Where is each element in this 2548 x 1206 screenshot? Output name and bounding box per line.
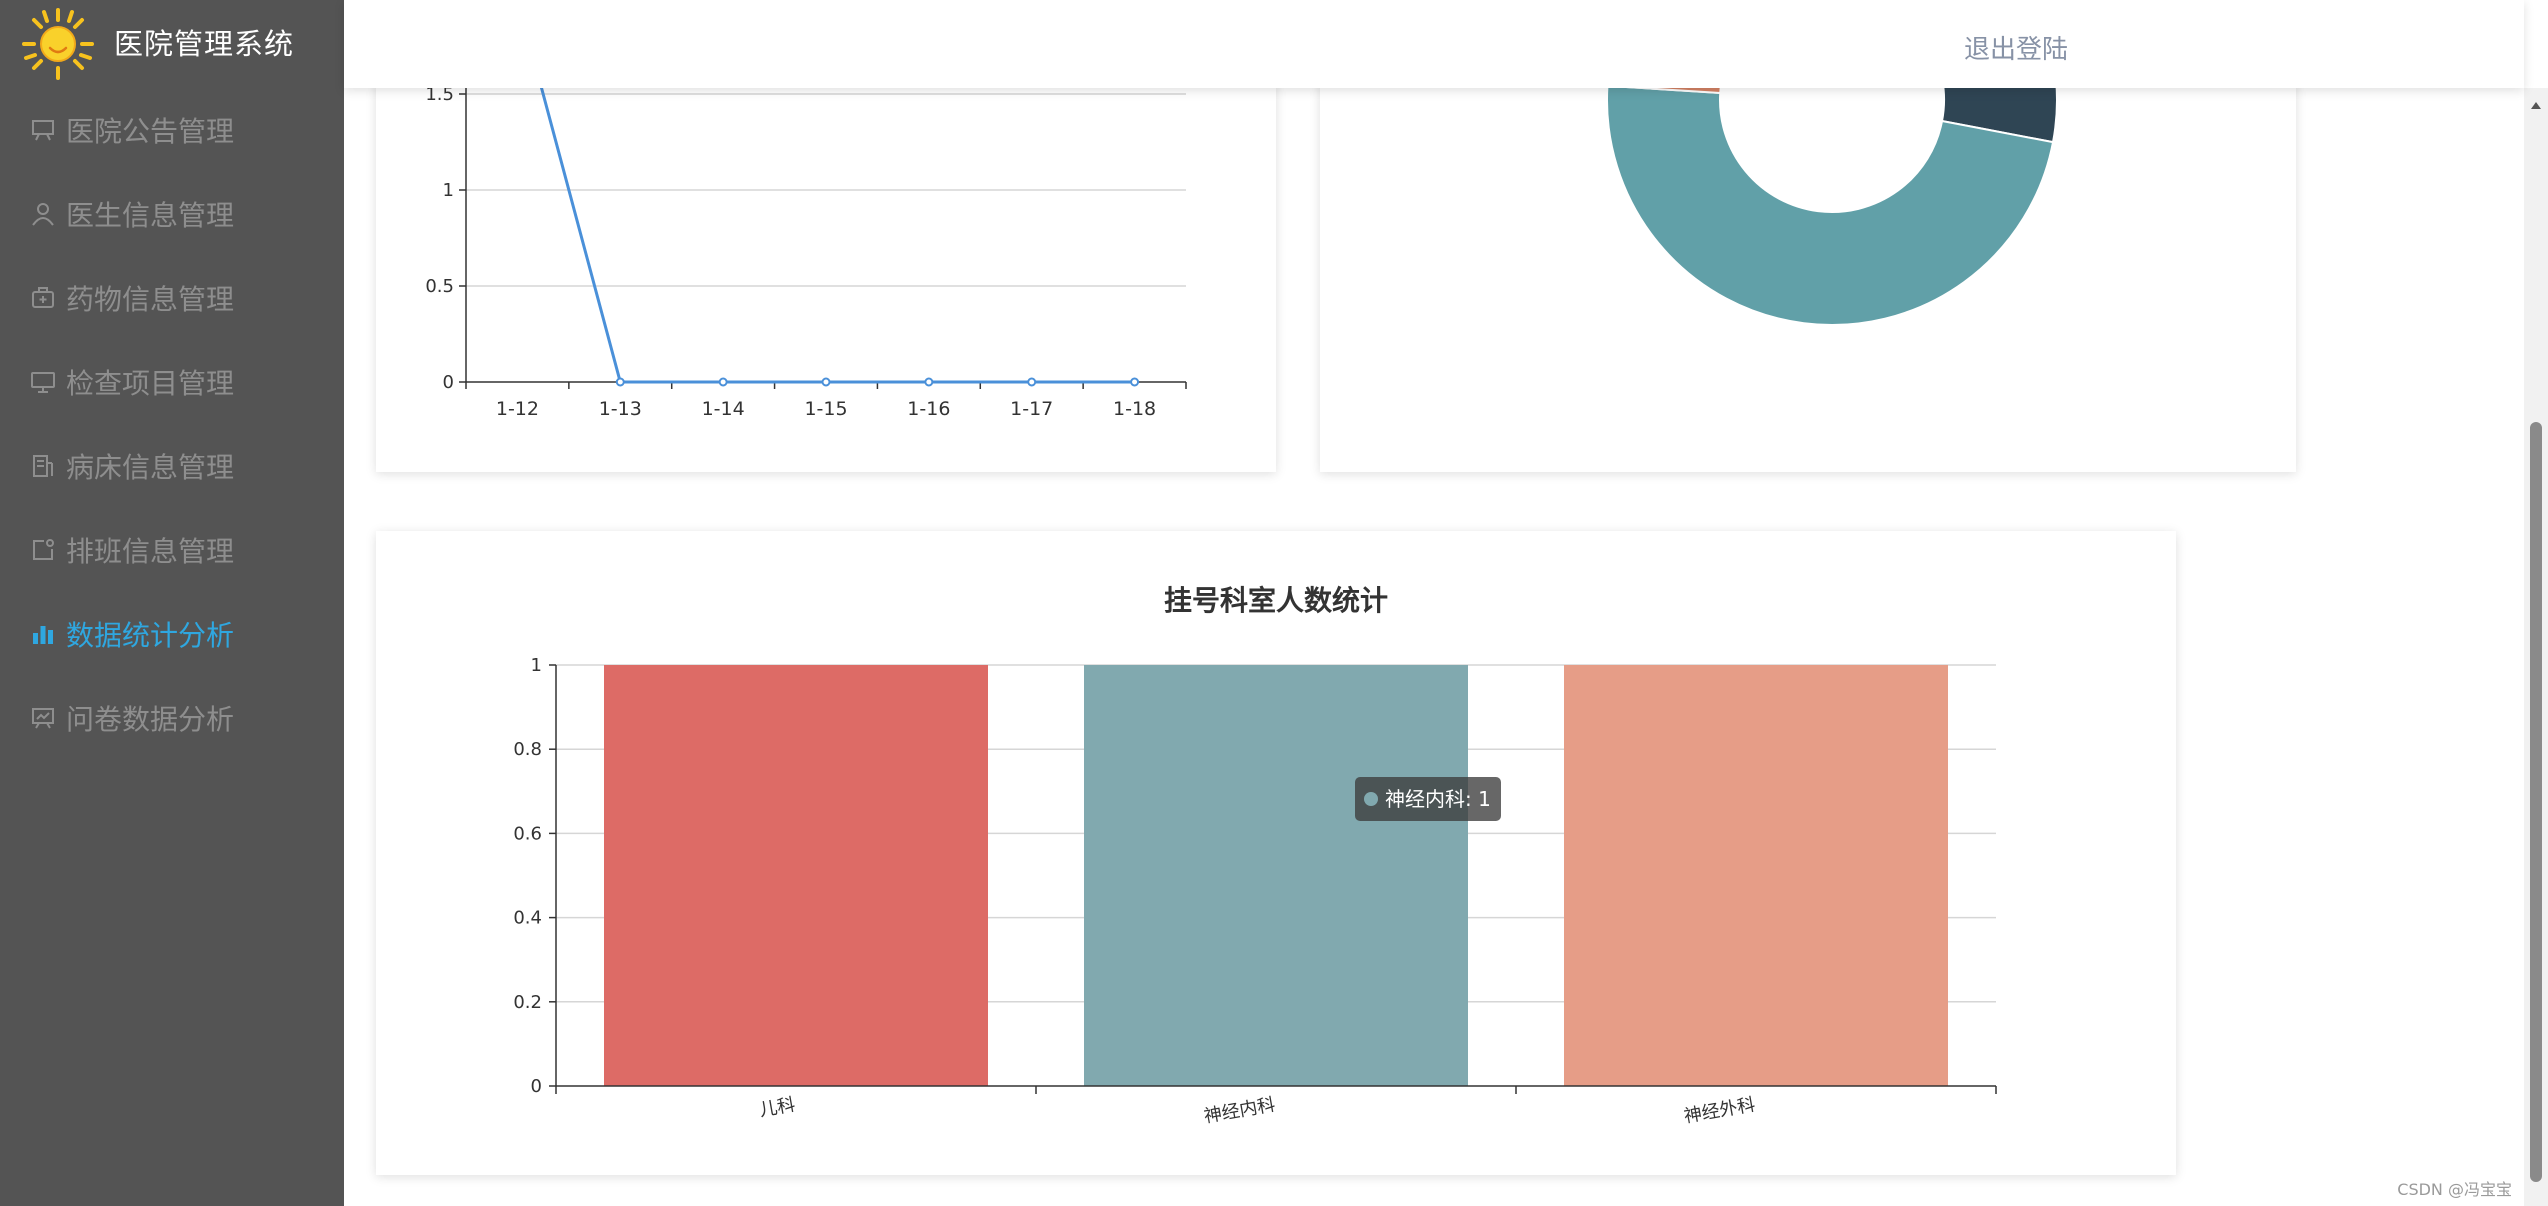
header-bar: 退出登陆 [344, 0, 2524, 88]
sidebar-item-survey[interactable]: 问卷数据分析 [0, 678, 344, 758]
sidebar-item-doctor[interactable]: 医生信息管理 [0, 174, 344, 254]
y-tick-label: 0 [443, 372, 454, 393]
main-content: 0 0.5 1 1.5 1-12 1-13 1-14 1-15 1-16 1-17 1-18 挂号科… [344, 0, 2524, 1206]
sidebar-item-label: 医生信息管理 [66, 199, 235, 232]
bar-chart-title: 挂号科室人数统计 [1163, 584, 1388, 617]
x-tick-label: 1-17 [1010, 398, 1053, 420]
sidebar: 医院管理系统 医院公告管理 医生信息管理 药物信息管理 检查项目管理 病床信息管… [0, 0, 344, 1206]
y-tick-label: 0.6 [513, 823, 542, 844]
y-tick-label: 0 [531, 1076, 542, 1097]
x-tick-label: 1-14 [702, 398, 745, 420]
line-chart: 0 0.5 1 1.5 1-12 1-13 1-14 1-15 1-16 1-17 1-18 [425, 0, 1187, 420]
pie-slice [1606, 84, 2055, 326]
bar-chart-card: 挂号科室人数统计 0 0.2 0.4 0.6 0.8 1 儿科 神经内科 神经外科 神经内科: 1 [376, 531, 2176, 1175]
x-tick-label: 儿科 [758, 1094, 797, 1121]
sidebar-item-notice[interactable]: 医院公告管理 [0, 90, 344, 170]
sidebar-item-medicine[interactable]: 药物信息管理 [0, 258, 344, 338]
tooltip-background [1355, 777, 1501, 821]
data-point [821, 377, 831, 387]
sidebar-item-label: 病床信息管理 [66, 451, 235, 484]
y-tick-label: 1.5 [425, 84, 454, 105]
scroll-up-arrow-icon[interactable] [2524, 94, 2548, 118]
bar [604, 665, 988, 1086]
scrollbar[interactable] [2524, 88, 2548, 1206]
watermark: CSDN @冯宝宝 [2397, 1180, 2512, 1199]
x-tick-label: 1-12 [496, 398, 539, 420]
bar-chart-icon [33, 626, 53, 644]
data-point [718, 377, 728, 387]
chart-tooltip: 神经内科: 1 [1355, 777, 1501, 821]
bed-icon [33, 455, 53, 477]
x-tick-label: 1-15 [804, 398, 847, 420]
sidebar-item-label: 检查项目管理 [66, 367, 235, 400]
bar-chart: 0 0.2 0.4 0.6 0.8 1 儿科 神经内科 神经外科 神经内科: 1 [513, 655, 1997, 1127]
sidebar-item-bed[interactable]: 病床信息管理 [0, 426, 344, 506]
data-point [1130, 377, 1140, 387]
user-icon [32, 203, 54, 226]
x-tick-label: 1-18 [1113, 398, 1156, 420]
y-tick-label: 0.2 [513, 992, 542, 1013]
bar [1564, 665, 1948, 1086]
sidebar-item-statistics[interactable]: 数据统计分析 [0, 594, 344, 674]
medicine-box-icon [32, 287, 54, 308]
sun-logo-icon [22, 8, 94, 80]
monitor-icon [31, 372, 55, 393]
data-point [615, 377, 625, 387]
logout-button[interactable]: 退出登陆 [1964, 35, 2069, 65]
tooltip-dot [1364, 792, 1378, 806]
sidebar-item-label: 数据统计分析 [66, 619, 235, 652]
data-point [1027, 377, 1037, 387]
app-title: 医院管理系统 [114, 27, 295, 61]
y-tick-label: 1 [443, 180, 454, 201]
sidebar-item-label: 排班信息管理 [66, 535, 235, 568]
tooltip-text: 神经内科: 1 [1385, 787, 1491, 811]
x-tick-label: 神经外科 [1682, 1094, 1757, 1127]
scroll-thumb[interactable] [2530, 422, 2542, 1182]
y-tick-label: 0.4 [513, 908, 542, 929]
notice-icon [32, 120, 54, 141]
sidebar-item-label: 医院公告管理 [66, 115, 235, 148]
sidebar-item-label: 问卷数据分析 [66, 703, 235, 736]
sidebar-item-inspection[interactable]: 检查项目管理 [0, 342, 344, 422]
bar [1084, 665, 1468, 1086]
sidebar-item-label: 药物信息管理 [66, 283, 235, 316]
schedule-icon [33, 539, 54, 560]
x-tick-label: 神经内科 [1202, 1094, 1277, 1127]
x-tick-label: 1-13 [599, 398, 642, 420]
sidebar-item-schedule[interactable]: 排班信息管理 [0, 510, 344, 590]
data-point [924, 377, 934, 387]
y-tick-label: 0.8 [513, 739, 542, 760]
y-tick-label: 0.5 [425, 276, 454, 297]
survey-icon [32, 708, 54, 729]
y-tick-label: 1 [531, 655, 542, 676]
x-tick-label: 1-16 [907, 398, 950, 420]
